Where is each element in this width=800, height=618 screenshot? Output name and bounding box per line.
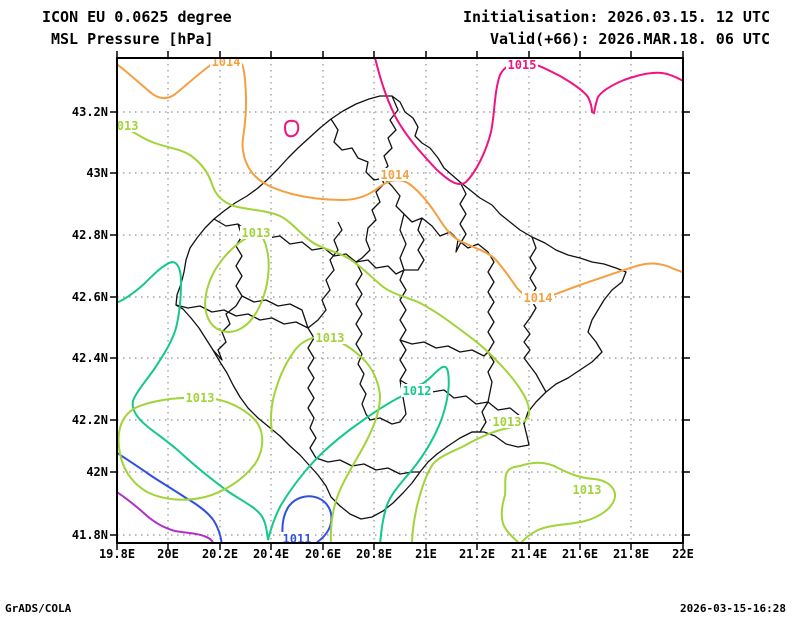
y-axis-labels: 43.2N 43N 42.8N 42.6N 42.4N 42.2N 42N 41… (72, 105, 108, 542)
field-title: MSL Pressure [hPa] (51, 30, 214, 48)
y-tick-label: 42.6N (72, 290, 108, 304)
isobar-label: 1014 (379, 168, 411, 182)
svg-text:1014: 1014 (212, 55, 241, 69)
x-tick-label: 20.8E (356, 547, 392, 561)
y-tick-label: 43.2N (72, 105, 108, 119)
x-tick-label: 20.4E (253, 547, 289, 561)
x-tick-label: 20E (157, 547, 179, 561)
x-tick-label: 22E (672, 547, 694, 561)
svg-text:1013: 1013 (316, 331, 345, 345)
y-tick-label: 42.8N (72, 228, 108, 242)
y-tick-label: 42.2N (72, 413, 108, 427)
svg-text:1013: 1013 (242, 226, 271, 240)
isobar-label: 1013 (314, 331, 346, 345)
kosovo-outline (175, 95, 627, 520)
isobar-1011-line (117, 451, 223, 543)
isobar-1013-west-diagonal (117, 120, 531, 543)
isobar-label: 1013 (240, 226, 272, 240)
isobar-1013-cell-southwest (117, 396, 264, 501)
svg-text:1014: 1014 (381, 168, 410, 182)
isobar-label: 1015 (506, 58, 538, 72)
svg-text:1013: 1013 (110, 119, 139, 133)
svg-text:1015: 1015 (508, 58, 537, 72)
axis-ticks (110, 51, 690, 550)
grads-credit: GrADS/COLA (5, 602, 72, 615)
isobar-1013-hairpin-south (270, 334, 382, 543)
isobar-1013-cell-west (204, 232, 270, 333)
municipality-borders (175, 95, 547, 475)
isobar-1015-small-cell (283, 119, 300, 138)
x-tick-label: 20.6E (305, 547, 341, 561)
svg-text:1014: 1014 (524, 291, 553, 305)
y-tick-label: 43N (86, 166, 108, 180)
isobar-label: 1013 (571, 483, 603, 497)
isobar-1015 (373, 58, 683, 186)
svg-text:1013: 1013 (573, 483, 602, 497)
isobar-1010 (117, 490, 215, 543)
x-tick-label: 21.4E (511, 547, 547, 561)
isobar-1012 (117, 260, 450, 543)
isobar-1013-cell-southeast (500, 461, 617, 543)
x-axis-labels: 19.8E 20E 20.2E 20.4E 20.6E 20.8E 21E 21… (99, 547, 694, 561)
isobar-label: 1012 (401, 384, 433, 398)
svg-text:1011: 1011 (283, 532, 312, 546)
initialisation-time: Initialisation: 2026.03.15. 12 UTC (462, 8, 770, 26)
isobar-label: 1013 (110, 119, 140, 133)
x-tick-label: 21.8E (613, 547, 649, 561)
svg-text:1013: 1013 (493, 415, 522, 429)
isobar-label: 1014 (210, 55, 242, 69)
valid-time: Valid(+66): 2026.MAR.18. 06 UTC (490, 30, 770, 48)
kosovo-borders (175, 95, 627, 520)
x-tick-label: 21.2E (459, 547, 495, 561)
svg-text:1012: 1012 (403, 384, 432, 398)
isobar-1011-cell (281, 495, 333, 543)
plot-frame (110, 51, 690, 550)
isobar-label: 1013 (491, 415, 523, 429)
y-tick-label: 42N (86, 465, 108, 479)
x-tick-label: 19.8E (99, 547, 135, 561)
isobar-label: 1014 (522, 291, 554, 305)
y-tick-label: 41.8N (72, 528, 108, 542)
isobar-label: 1013 (184, 391, 216, 405)
x-tick-label: 21E (415, 547, 437, 561)
creation-timestamp: 2026-03-15-16:28 (680, 602, 786, 615)
x-tick-label: 20.2E (202, 547, 238, 561)
svg-text:1013: 1013 (186, 391, 215, 405)
lat-lon-grid (117, 58, 683, 543)
model-title: ICON EU 0.0625 degree (42, 8, 232, 26)
y-tick-label: 42.4N (72, 351, 108, 365)
isobar-labels: 1014 1015 1013 1013 1014 1014 1013 1012 … (110, 55, 603, 546)
isobar-label: 1011 (281, 532, 313, 546)
x-tick-label: 21.6E (562, 547, 598, 561)
